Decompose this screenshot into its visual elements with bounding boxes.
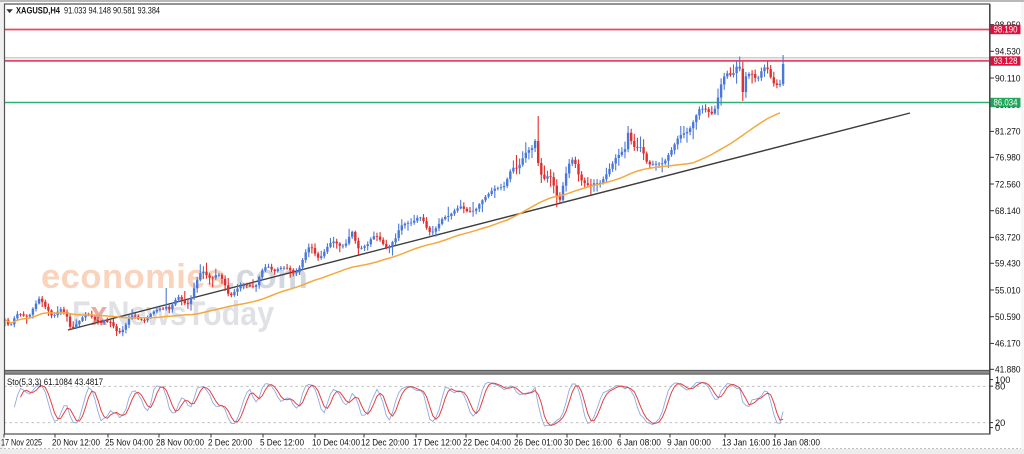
svg-text:2 Dec 20:00: 2 Dec 20:00	[208, 438, 252, 448]
svg-text:FxNewsToday: FxNewsToday	[72, 295, 274, 333]
svg-text:20 Nov 12:00: 20 Nov 12:00	[52, 438, 100, 448]
svg-text:5 Dec 12:00: 5 Dec 12:00	[260, 438, 304, 448]
svg-text:0: 0	[995, 423, 1000, 433]
svg-text:13 Jan 16:00: 13 Jan 16:00	[722, 438, 770, 448]
svg-text:30 Dec 16:00: 30 Dec 16:00	[564, 438, 612, 448]
svg-text:93.128: 93.128	[994, 56, 1018, 66]
svg-text:26 Dec 01:00: 26 Dec 01:00	[514, 438, 562, 448]
svg-text:9 Jan 00:00: 9 Jan 00:00	[667, 438, 711, 448]
svg-text:25 Nov 04:00: 25 Nov 04:00	[105, 438, 153, 448]
svg-text:17 Dec 12:00: 17 Dec 12:00	[413, 438, 461, 448]
svg-text:22 Dec 04:00: 22 Dec 04:00	[463, 438, 511, 448]
svg-text:55.010: 55.010	[995, 285, 1021, 295]
svg-text:100: 100	[995, 375, 1010, 385]
svg-text:94.530: 94.530	[995, 47, 1021, 57]
svg-text:XAGUSD,H4: XAGUSD,H4	[16, 6, 61, 17]
svg-text:16 Jan 08:00: 16 Jan 08:00	[772, 438, 820, 448]
svg-text:90.110: 90.110	[995, 73, 1021, 83]
svg-text:68.140: 68.140	[995, 206, 1021, 216]
svg-text:81.270: 81.270	[995, 127, 1021, 137]
svg-text:41.880: 41.880	[995, 365, 1021, 375]
svg-text:59.430: 59.430	[995, 259, 1021, 269]
svg-text:72.560: 72.560	[995, 179, 1021, 189]
svg-text:20: 20	[995, 418, 1005, 428]
svg-text:86.034: 86.034	[994, 98, 1018, 108]
svg-text:12 Dec 20:00: 12 Dec 20:00	[361, 438, 409, 448]
svg-text:80: 80	[995, 382, 1005, 392]
svg-text:76.980: 76.980	[995, 153, 1021, 163]
svg-text:46.170: 46.170	[995, 339, 1021, 349]
svg-text:economies.com: economies.com	[41, 258, 308, 296]
svg-text:63.720: 63.720	[995, 233, 1021, 243]
svg-text:6 Jan 08:00: 6 Jan 08:00	[617, 438, 661, 448]
svg-text:Sto(5,3,3) 61.1084 43.4817: Sto(5,3,3) 61.1084 43.4817	[7, 377, 103, 387]
svg-text:17 Nov 2025: 17 Nov 2025	[1, 438, 42, 448]
svg-text:28 Nov 00:00: 28 Nov 00:00	[156, 438, 204, 448]
svg-text:50.590: 50.590	[995, 312, 1021, 322]
svg-text:10 Dec 04:00: 10 Dec 04:00	[312, 438, 360, 448]
svg-text:98.190: 98.190	[994, 25, 1018, 35]
svg-text:91.033 94.148 90.581 93.384: 91.033 94.148 90.581 93.384	[64, 6, 160, 16]
